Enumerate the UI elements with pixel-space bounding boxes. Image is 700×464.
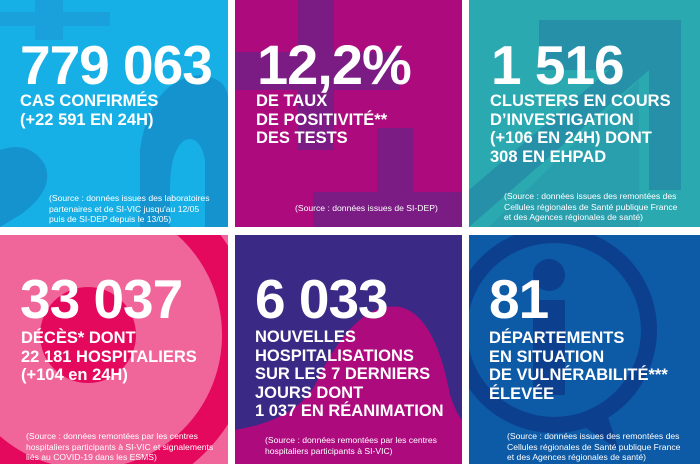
stat-label: NOUVELLES HOSPITALISATIONS SUR LES 7 DER… [255,328,444,420]
tile-departements-vulnerabilite: 81 DÉPARTEMENTS EN SITUATION DE VULNÉRAB… [469,235,700,464]
plus-background-icon [235,0,462,227]
stat-label: CAS CONFIRMÉS (+22 591 EN 24H) [20,92,159,129]
tile-clusters: 1 516 CLUSTERS EN COURS D’INVESTIGATION … [469,0,700,227]
target-rings-background-icon [0,235,228,464]
stat-value: 33 037 [20,268,183,330]
plus-and-number-background-icon [0,0,228,227]
stat-label: DE TAUX DE POSITIVITÉ** DES TESTS [256,92,388,147]
stat-value: 6 033 [255,268,389,330]
source-note: (Source : données issues des remontées d… [507,431,681,462]
arrow-up-background-icon [469,20,681,227]
source-note: (Source : données remontées par les cent… [26,431,214,462]
stat-value: 12,2% [257,33,412,96]
source-note: (Source : données remontées par les cent… [265,435,437,456]
curve-background-icon [235,306,462,464]
stat-label: CLUSTERS EN COURS D’INVESTIGATION (+106 … [490,92,671,166]
stat-label: DÉPARTEMENTS EN SITUATION DE VULNÉRABILI… [489,329,668,403]
info-speech-bubble-background-icon [469,235,657,450]
stat-value: 1 516 [491,34,625,96]
tile-hospitalisations: 6 033 NOUVELLES HOSPITALISATIONS SUR LES… [235,235,462,464]
source-note: (Source : données issues de SI-DEP) [295,203,438,213]
tile-cas-confirmes: 779 063 CAS CONFIRMÉS (+22 591 EN 24H) (… [0,0,228,227]
tile-taux-positivite: 12,2% DE TAUX DE POSITIVITÉ** DES TESTS … [235,0,462,227]
stat-value: 81 [489,268,549,330]
source-note: (Source : données issues des remontées d… [504,191,678,222]
source-note: (Source : données issues des laboratoire… [49,193,210,224]
stat-value: 779 063 [20,34,213,96]
stat-label: DÉCÈS* DONT 22 181 HOSPITALIERS (+104 en… [21,329,197,384]
tile-deces: 33 037 DÉCÈS* DONT 22 181 HOSPITALIERS (… [0,235,228,464]
